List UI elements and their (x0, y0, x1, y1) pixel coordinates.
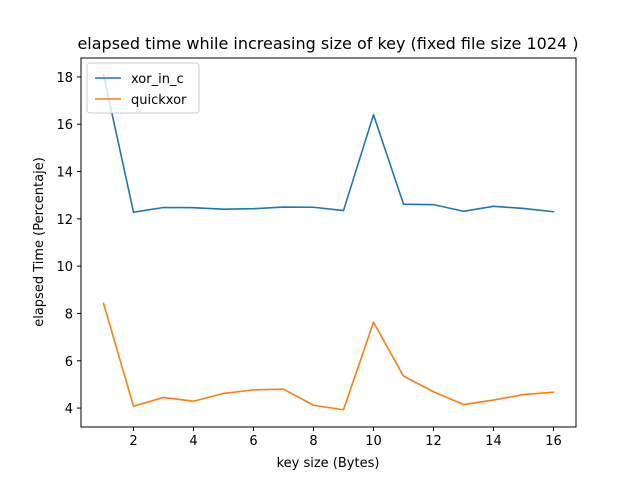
y-tick-label: 14 (56, 166, 73, 181)
y-tick-label: 18 (56, 71, 73, 86)
x-tick-label: 4 (189, 434, 197, 449)
x-tick-label: 12 (425, 434, 442, 449)
x-tick-label: 16 (545, 434, 562, 449)
legend: xor_in_c quickxor (86, 62, 200, 114)
legend-box (86, 62, 200, 114)
chart-title: elapsed time while increasing size of ke… (77, 34, 578, 53)
x-tick-label: 10 (365, 434, 382, 449)
y-tick-label: 6 (65, 355, 73, 370)
x-tick-label: 14 (485, 434, 502, 449)
y-tick-label: 12 (56, 213, 73, 228)
y-axis-label: elapsed Time (Percentaje) (32, 157, 47, 327)
legend-label-xor_in_c: xor_in_c (131, 72, 184, 87)
x-axis-label: key size (Bytes) (277, 456, 380, 471)
y-tick-label: 10 (56, 260, 73, 275)
axes-frame (80, 57, 577, 428)
series-line-quickxor (102, 302, 555, 411)
x-tick-label: 6 (249, 434, 257, 449)
series-line-xor_in_c (102, 73, 555, 214)
plot-area: 2 4 6 8 10 12 14 16 4 6 8 10 12 14 16 18 (56, 57, 577, 449)
x-tick-label: 2 (129, 434, 137, 449)
legend-label-quickxor: quickxor (131, 93, 187, 108)
x-tick-label: 8 (309, 434, 317, 449)
y-tick-label: 8 (65, 307, 73, 322)
y-tick-label: 4 (65, 402, 73, 417)
y-tick-label: 16 (56, 118, 73, 133)
